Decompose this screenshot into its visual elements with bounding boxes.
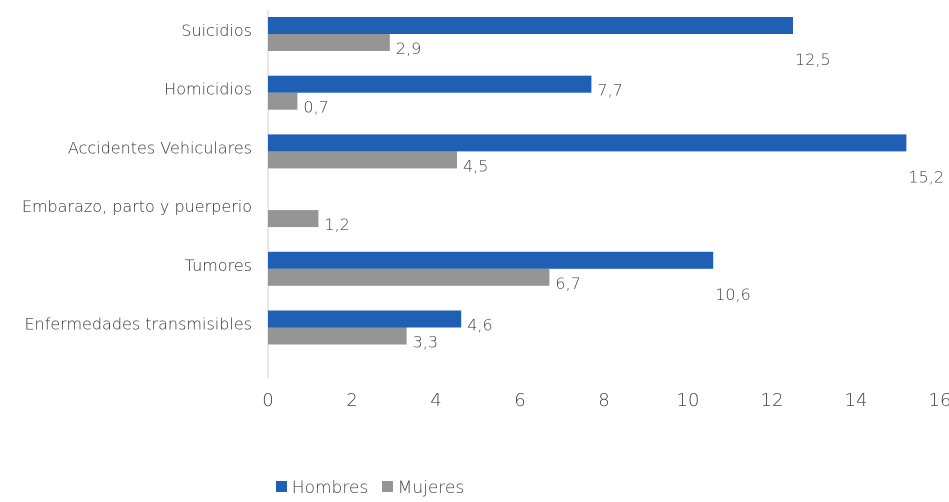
legend-swatch-mujeres [381,481,393,492]
legend-label-mujeres: Mujeres [397,478,465,498]
data-label-hombres: 7,7 [597,81,622,100]
data-label-mujeres: 0,7 [303,98,328,117]
legend-item-mujeres: Mujeres [381,478,465,498]
category-label: Tumores [185,256,252,275]
x-tick-label: 10 [677,390,700,411]
plot-area: Suicidios 12,5 2,9 Homicidios 7,7 0,7 Accident… [22,10,949,411]
legend-swatch-hombres [275,481,287,492]
data-label-hombres: 12,5 [795,50,831,69]
x-tick-label: 8 [598,390,609,411]
data-label-mujeres: 2,9 [396,39,421,58]
bar-mujeres [268,151,457,169]
bar-hombres [268,310,462,328]
data-label-hombres: 15,2 [908,167,944,186]
legend-item-hombres: Hombres [275,478,369,498]
data-label-mujeres: 3,3 [413,333,438,352]
x-tick-label: 2 [346,390,357,411]
bar-mujeres [268,327,407,345]
bar-chart: Suicidios 12,5 2,9 Homicidios 7,7 0,7 Accident… [22,10,949,411]
bar-hombres [268,251,714,269]
bar-mujeres [268,210,319,228]
data-label-hombres: 10,6 [715,285,751,304]
bar-hombres [268,75,592,93]
category-label: Enfermedades transmisibles [24,315,252,334]
data-label-mujeres: 6,7 [555,274,580,293]
category-label: Accidentes Vehiculares [68,138,252,157]
category-label: Suicidios [181,21,252,40]
x-tick-label: 6 [514,390,525,411]
x-tick-label: 16 [929,390,949,411]
x-tick-label: 0 [262,390,273,411]
data-label-mujeres: 1,2 [324,215,349,234]
category-label: Homicidios [164,80,252,99]
category-label: Embarazo, parto y puerperio [22,197,252,216]
legend-label-hombres: Hombres [291,478,369,498]
bar-mujeres [268,34,390,51]
data-label-hombres: 4,6 [467,316,492,335]
data-label-mujeres: 4,5 [463,156,488,175]
bar-mujeres [268,268,550,286]
x-tick-label: 4 [430,390,441,411]
x-tick-label: 14 [845,390,868,411]
x-tick-label: 12 [761,390,784,411]
bar-hombres [268,134,907,152]
legend: Hombres Mujeres [0,478,740,498]
bar-hombres [268,17,793,34]
bar-mujeres [268,92,298,110]
